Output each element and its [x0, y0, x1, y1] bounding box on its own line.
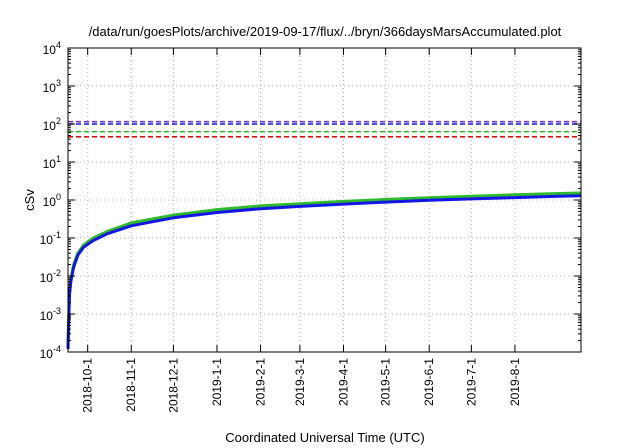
x-axis-label: Coordinated Universal Time (UTC): [225, 430, 424, 445]
y-tick-label: 10-2: [40, 268, 61, 285]
y-tick-label: 102: [43, 116, 61, 133]
y-tick-label: 101: [43, 154, 61, 171]
x-tick-label: 2019-4-1: [336, 358, 350, 406]
y-axis: 10-4 10-3 10-2 10-1 100 101 102 103 104: [40, 40, 581, 361]
series-line-2: [66, 194, 582, 350]
x-axis: 2018-10-1 2018-11-1 2018-12-1 2019-1-1 2019-…: [81, 48, 522, 413]
grid-lines: [68, 48, 581, 352]
x-tick-label: 2019-6-1: [422, 358, 436, 406]
x-tick-label: 2019-7-1: [464, 358, 478, 406]
y-tick-label: 100: [43, 192, 61, 209]
y-tick-label: 10-3: [40, 306, 61, 323]
y-tick-label: 103: [43, 78, 61, 95]
x-tick-label: 2019-5-1: [379, 358, 393, 406]
x-tick-label: 2019-8-1: [508, 358, 522, 406]
chart-title: /data/run/goesPlots/archive/2019-09-17/f…: [89, 24, 562, 39]
y-tick-label: 104: [43, 40, 61, 57]
y-tick-label: 10-4: [40, 344, 61, 361]
x-tick-label: 2019-2-1: [254, 358, 268, 406]
x-tick-label: 2018-12-1: [166, 358, 180, 413]
y-tick-label: 10-1: [40, 230, 61, 247]
x-tick-label: 2019-3-1: [293, 358, 307, 406]
series-group: [66, 191, 582, 350]
reference-lines: [68, 120, 581, 138]
x-tick-label: 2019-1-1: [210, 358, 224, 406]
y-axis-label: cSv: [22, 189, 37, 211]
x-tick-label: 2018-10-1: [81, 358, 95, 413]
x-tick-label: 2018-11-1: [124, 358, 138, 412]
series-line-1: [66, 191, 582, 346]
